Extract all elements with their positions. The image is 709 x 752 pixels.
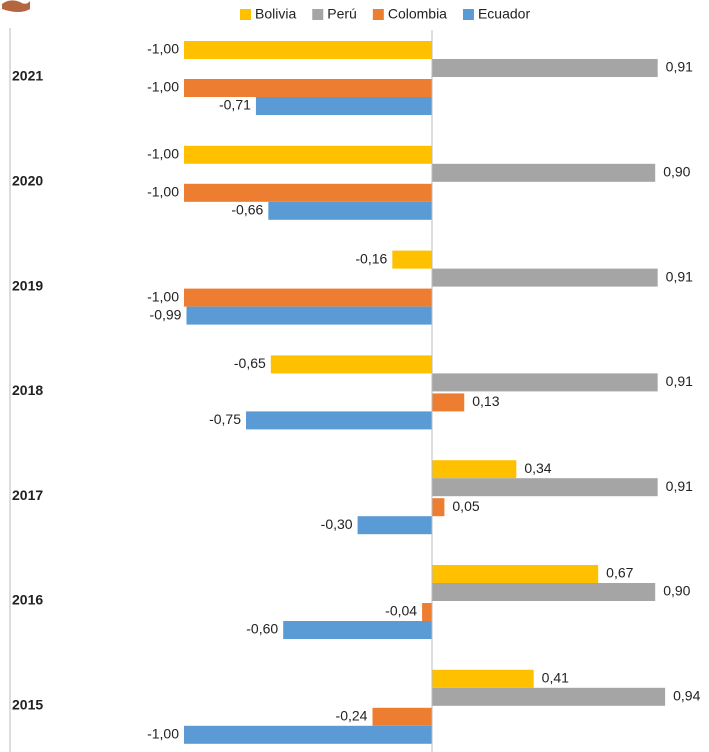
value-label: -0,60: [246, 621, 278, 637]
legend-label: Perú: [327, 6, 357, 22]
value-label: -0,75: [209, 411, 241, 427]
category-label: 2019: [12, 277, 43, 293]
value-label: -0,65: [234, 355, 266, 371]
bar: [432, 478, 658, 497]
value-label: -1,00: [147, 726, 179, 742]
bar: [255, 97, 432, 115]
value-label: -1,00: [147, 79, 179, 95]
value-label: -1,00: [147, 146, 179, 162]
logo-icon: [2, 0, 30, 13]
value-label: 0,91: [666, 59, 693, 75]
legend-label: Colombia: [388, 6, 447, 22]
bar: [432, 687, 666, 706]
value-label: -1,00: [147, 41, 179, 57]
bar: [432, 460, 517, 479]
value-label: -1,00: [147, 184, 179, 200]
category-label: 2016: [12, 592, 43, 608]
bar: [270, 355, 432, 374]
legend-swatch: [462, 9, 474, 20]
legend-swatch: [372, 9, 384, 20]
bar: [432, 498, 445, 517]
bar: [184, 288, 432, 307]
value-label: -0,66: [231, 202, 263, 218]
bar: [422, 603, 432, 621]
bar: [268, 201, 432, 220]
bar: [283, 621, 432, 639]
category-label: 2015: [12, 697, 43, 713]
category-label: 2020: [12, 173, 43, 189]
bar: [372, 707, 432, 726]
bar: [184, 145, 432, 164]
bar: [432, 163, 656, 182]
bar: [357, 516, 432, 535]
bar: [432, 565, 599, 583]
legend-swatch: [240, 9, 251, 20]
bar: [432, 59, 658, 77]
legend-label: Ecuador: [478, 6, 530, 22]
bar: [184, 41, 432, 59]
value-label: 0,90: [663, 583, 690, 599]
bar: [432, 268, 658, 287]
category-label: 2017: [12, 487, 43, 503]
bar: [184, 725, 432, 744]
value-label: 0,13: [472, 393, 499, 409]
value-label: -0,30: [321, 516, 353, 532]
bar: [184, 79, 432, 97]
value-label: -0,99: [150, 306, 182, 322]
value-label: -1,00: [147, 288, 179, 304]
value-label: 0,91: [666, 478, 693, 494]
bar: [246, 411, 432, 430]
value-label: 0,90: [663, 164, 690, 180]
value-label: 0,94: [673, 688, 700, 704]
value-label: 0,91: [666, 373, 693, 389]
bar: [186, 306, 432, 325]
legend-label: Bolivia: [255, 6, 296, 22]
legend-swatch: [312, 9, 324, 20]
value-label: 0,34: [524, 460, 551, 476]
value-label: -0,71: [219, 97, 251, 113]
bar: [184, 183, 432, 202]
value-label: -0,04: [385, 603, 417, 619]
value-label: 0,05: [452, 498, 479, 514]
value-label: 0,91: [666, 268, 693, 284]
bar: [432, 373, 658, 392]
value-label: 0,67: [606, 565, 633, 581]
value-label: 0,41: [542, 670, 569, 686]
category-label: 2021: [12, 68, 43, 84]
category-label: 2018: [12, 382, 43, 398]
bar: [432, 583, 656, 601]
value-label: -0,16: [355, 250, 387, 266]
bar: [432, 393, 465, 412]
bar: [392, 250, 432, 269]
value-label: -0,24: [336, 708, 368, 724]
bar: [432, 669, 534, 688]
